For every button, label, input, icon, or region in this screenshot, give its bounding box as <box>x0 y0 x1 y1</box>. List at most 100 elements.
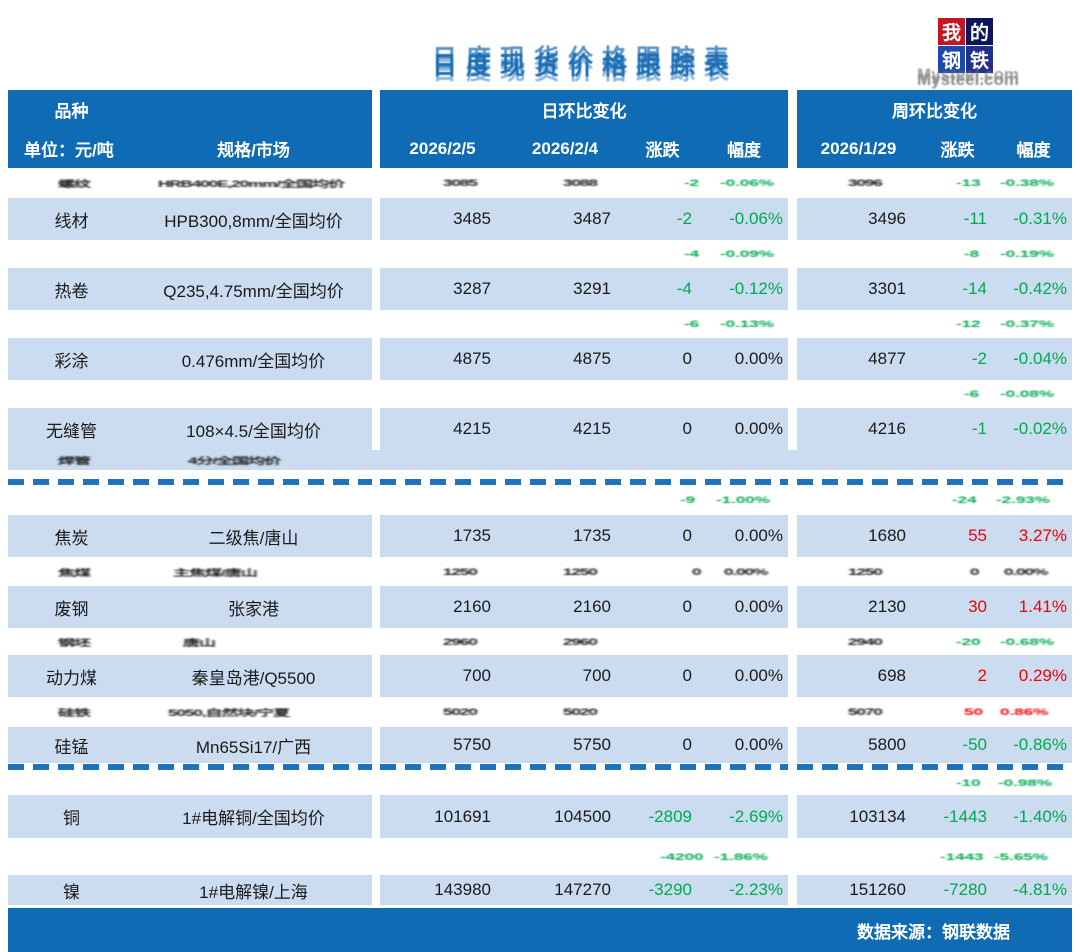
dash-segment <box>380 763 788 770</box>
cell-price-d2: 3487 <box>505 198 625 240</box>
redacted-text-fragment: 2960 <box>563 636 598 647</box>
cell-week-change-pct: 1.41% <box>995 586 1072 628</box>
top-banner: 日度现货价格跟踪表 我的钢铁 Mysteel.com <box>0 0 1080 90</box>
cell-week-change: -14 <box>920 268 995 310</box>
cell-price-week: 4216 <box>797 408 920 450</box>
redacted-text-fragment: 主焦煤/唐山 <box>173 567 258 578</box>
cell-price-d2: 700 <box>505 655 625 697</box>
redacted-text-fragment: -0.68% <box>1000 636 1054 647</box>
cell-spec: HPB300,8mm/全国均价 <box>135 198 372 240</box>
cell-week-change-pct: -4.81% <box>995 875 1072 905</box>
cell-price-week: 3301 <box>797 268 920 310</box>
redacted-text-fragment: 5020 <box>443 706 478 717</box>
cell-day-change-pct: 0.00% <box>700 515 788 557</box>
cell-day-change-pct: -0.12% <box>700 268 788 310</box>
column-gap <box>372 586 380 628</box>
row-spacer <box>8 470 1072 478</box>
cell-price-week: 698 <box>797 655 920 697</box>
cell-day-change: -2809 <box>625 795 700 838</box>
column-gap <box>372 129 380 168</box>
redacted-row: 硅铁 5050,自然块/宁夏 5020 5020 5070 50 0.86% <box>8 697 1072 727</box>
cell-variety: 彩涂 <box>8 338 135 380</box>
cell-price-week: 3496 <box>797 198 920 240</box>
cell-variety: 废钢 <box>8 586 135 628</box>
cell-day-change-pct: 0.00% <box>700 727 788 763</box>
column-gap <box>788 338 797 380</box>
cell-week-change-pct: -1.40% <box>995 795 1072 838</box>
column-gap <box>788 727 797 763</box>
cell-variety: 焦炭 <box>8 515 135 557</box>
redacted-text-fragment: -0.37% <box>1000 318 1054 329</box>
column-gap <box>788 90 797 129</box>
cell-price-week: 5800 <box>797 727 920 763</box>
table-row: 彩涂 0.476mm/全国均价 4875 4875 0 0.00% 4877 -2 -0.04% <box>8 338 1072 380</box>
cell-price-week: 151260 <box>797 875 920 905</box>
column-gap <box>372 655 380 697</box>
cell-week-change-pct: -0.02% <box>995 408 1072 450</box>
column-gap <box>372 338 380 380</box>
column-gap <box>372 515 380 557</box>
table-row: 动力煤 秦皇岛港/Q5500 700 700 0 0.00% 698 2 0.29% <box>8 655 1072 697</box>
cell-variety: 铜 <box>8 795 135 838</box>
cell-price-d1: 3287 <box>380 268 505 310</box>
redacted-text-fragment: 硅铁 <box>58 707 91 719</box>
cell-day-change: -3290 <box>625 875 700 905</box>
column-gap <box>372 408 380 450</box>
redacted-row: -6 -0.13% -12 -0.37% <box>8 310 1072 338</box>
redacted-text-fragment: -1443 <box>940 851 984 862</box>
data-source-label: 数据来源：钢联数据 <box>857 922 1010 942</box>
cell-variety: 动力煤 <box>8 655 135 697</box>
table-row: 铜 1#电解铜/全国均价 101691 104500 -2809 -2.69% 103134… <box>8 795 1072 838</box>
redacted-text-fragment: 3085 <box>443 177 478 188</box>
redacted-text-fragment: 焊管 <box>58 455 91 467</box>
column-gap <box>372 795 380 838</box>
table-row: 线材 HPB300,8mm/全国均价 3485 3487 -2 -0.06% 3496 -11… <box>8 198 1072 240</box>
cell-day-change: 0 <box>625 655 700 697</box>
cell-week-change-pct: -0.42% <box>995 268 1072 310</box>
cell-day-change-pct: 0.00% <box>700 338 788 380</box>
cell-week-change-pct: -0.04% <box>995 338 1072 380</box>
header-variety: 品种 <box>8 90 135 129</box>
dashed-separator <box>8 763 1072 770</box>
redacted-text-fragment: 5020 <box>563 706 598 717</box>
redacted-text-fragment: -10 <box>956 777 981 788</box>
cell-price-d2: 5750 <box>505 727 625 763</box>
redacted-text-fragment: 0 <box>692 566 702 577</box>
cell-price-d1: 1735 <box>380 515 505 557</box>
column-gap <box>788 655 797 697</box>
cell-price-d1: 101691 <box>380 795 505 838</box>
dash-segment <box>797 478 1072 485</box>
mysteel-logo-tiles: 我的钢铁 <box>938 18 996 73</box>
redacted-text-fragment: 4分/全国均价 <box>188 455 281 467</box>
redacted-row: -4 -0.09% -8 -0.19% <box>8 240 1072 268</box>
cell-variety: 镍 <box>8 875 135 905</box>
dash-segment <box>8 763 372 770</box>
cell-week-change: -1443 <box>920 795 995 838</box>
redacted-text-fragment: -0.06% <box>720 177 774 188</box>
redacted-text-fragment: -1.86% <box>714 851 768 862</box>
redacted-text-fragment: -6 <box>684 318 700 329</box>
cell-price-d2: 4215 <box>505 408 625 450</box>
redacted-text-fragment: -13 <box>956 177 981 188</box>
cell-spec: 1#电解镍/上海 <box>135 875 372 905</box>
column-gap <box>372 90 380 129</box>
cell-week-change: -2 <box>920 338 995 380</box>
cell-price-d1: 2160 <box>380 586 505 628</box>
cell-price-d1: 143980 <box>380 875 505 905</box>
cell-price-week: 103134 <box>797 795 920 838</box>
header-change: 涨跌 <box>625 129 700 168</box>
redacted-text-fragment: -4200 <box>660 851 704 862</box>
redacted-text-fragment: -9 <box>680 494 696 505</box>
column-gap <box>788 875 797 905</box>
cell-spec: Q235,4.75mm/全国均价 <box>135 268 372 310</box>
redacted-text-fragment: -6 <box>964 388 980 399</box>
redacted-row: 焦煤 主焦煤/唐山 1250 1250 0 0.00% 1250 0 0.00% <box>8 557 1072 586</box>
cell-variety: 无缝管 <box>8 408 135 450</box>
cell-week-change: 2 <box>920 655 995 697</box>
cell-day-change: -4 <box>625 268 700 310</box>
redacted-row: -9 -1.00% -24 -2.93% <box>8 485 1072 515</box>
logo-tile: 铁 <box>966 46 993 73</box>
redacted-text-fragment: 5050,自然块/宁夏 <box>168 707 290 719</box>
cell-variety: 硅锰 <box>8 727 135 763</box>
